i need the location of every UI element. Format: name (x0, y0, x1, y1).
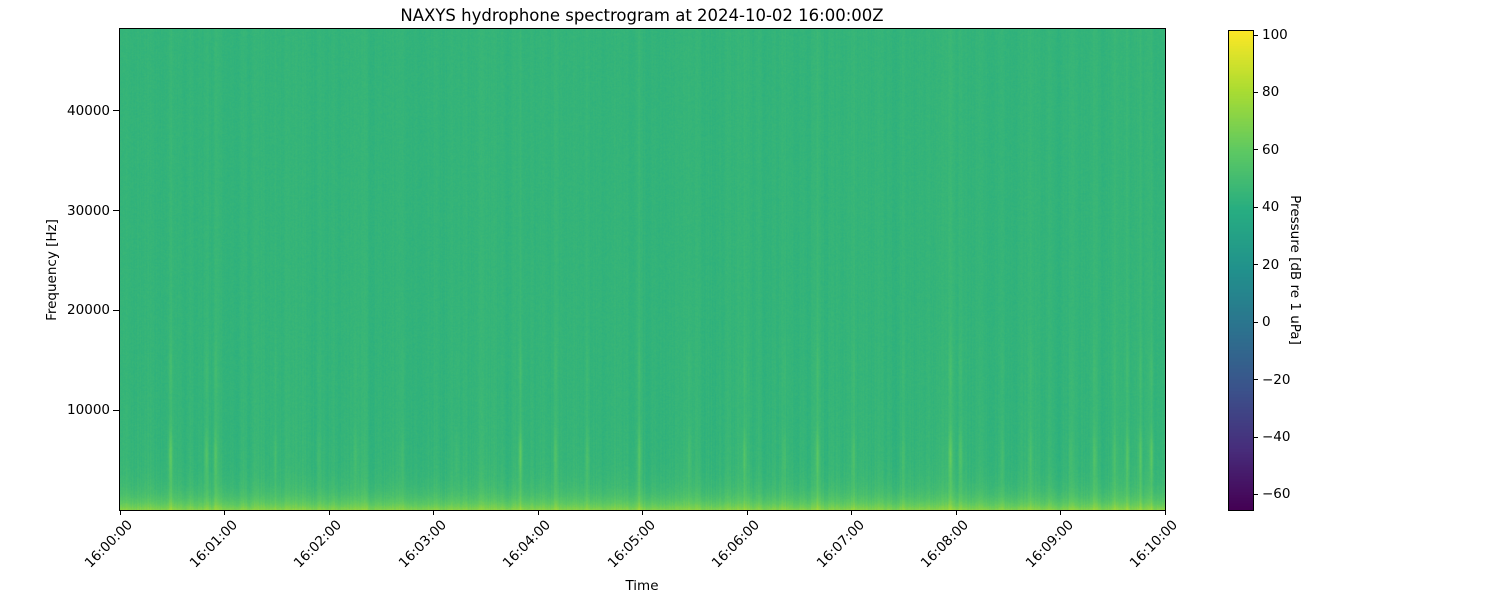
x-tick-label: 16:03:00 (395, 517, 450, 572)
x-axis-label: Time (625, 578, 659, 594)
x-tick-mark (955, 510, 957, 515)
x-tick-mark (328, 510, 330, 515)
x-tick-mark (1060, 510, 1061, 515)
colorbar-tick-mark (1254, 379, 1258, 381)
colorbar-label: Pressure [dB re 1 uPa] (1287, 195, 1304, 345)
colorbar-tick-mark (1254, 264, 1258, 266)
x-tick-label: 16:01:00 (186, 517, 241, 572)
y-tick-mark (113, 309, 120, 311)
colorbar-tick-label: 20 (1262, 256, 1280, 273)
colorbar-tick-label: 100 (1262, 27, 1288, 44)
colorbar-tick-label: 80 (1262, 84, 1280, 101)
y-tick-mark (113, 409, 120, 411)
colorbar-tick-mark (1254, 436, 1258, 438)
chart-title: NAXYS hydrophone spectrogram at 2024-10-… (400, 6, 884, 25)
colorbar-tick-mark (1254, 493, 1258, 495)
y-tick-mark (113, 110, 120, 112)
x-tick-mark (224, 510, 225, 515)
colorbar-tick-mark (1254, 206, 1258, 208)
x-tick-mark (537, 510, 539, 515)
colorbar-tick-label: −60 (1262, 486, 1291, 503)
colorbar-tick-label: −40 (1262, 429, 1291, 446)
y-tick-label: 20000 (67, 302, 110, 319)
x-tick-mark (1164, 510, 1166, 515)
x-tick-label: 16:02:00 (291, 517, 346, 572)
x-tick-label: 16:04:00 (500, 517, 555, 572)
x-tick-label: 16:10:00 (1127, 517, 1182, 572)
x-tick-mark (433, 510, 434, 515)
colorbar-tick-mark (1254, 149, 1258, 151)
colorbar-tick-mark (1254, 34, 1258, 36)
colorbar-tick-label: −20 (1262, 371, 1291, 388)
x-tick-mark (642, 510, 643, 515)
colorbar (1228, 30, 1254, 511)
x-tick-mark (119, 510, 121, 515)
colorbar-tick-label: 60 (1262, 141, 1280, 158)
x-tick-label: 16:00:00 (82, 517, 137, 572)
x-tick-label: 16:05:00 (604, 517, 659, 572)
colorbar-gradient-canvas (1229, 31, 1253, 510)
spectrogram-heatmap-canvas (120, 29, 1165, 510)
x-tick-mark (746, 510, 748, 515)
colorbar-tick-label: 0 (1262, 314, 1271, 331)
x-tick-label: 16:06:00 (709, 517, 764, 572)
y-axis-label: Frequency [Hz] (43, 219, 60, 321)
x-tick-label: 16:07:00 (813, 517, 868, 572)
colorbar-tick-mark (1254, 321, 1258, 323)
x-tick-label: 16:09:00 (1022, 517, 1077, 572)
colorbar-tick-label: 40 (1262, 199, 1280, 216)
y-tick-label: 10000 (67, 402, 110, 419)
colorbar-tick-mark (1254, 91, 1258, 93)
y-tick-mark (113, 210, 120, 212)
y-tick-label: 40000 (67, 102, 110, 119)
x-tick-label: 16:08:00 (918, 517, 973, 572)
spectrogram-plot (119, 28, 1166, 511)
y-tick-label: 30000 (67, 202, 110, 219)
x-tick-mark (851, 510, 852, 515)
